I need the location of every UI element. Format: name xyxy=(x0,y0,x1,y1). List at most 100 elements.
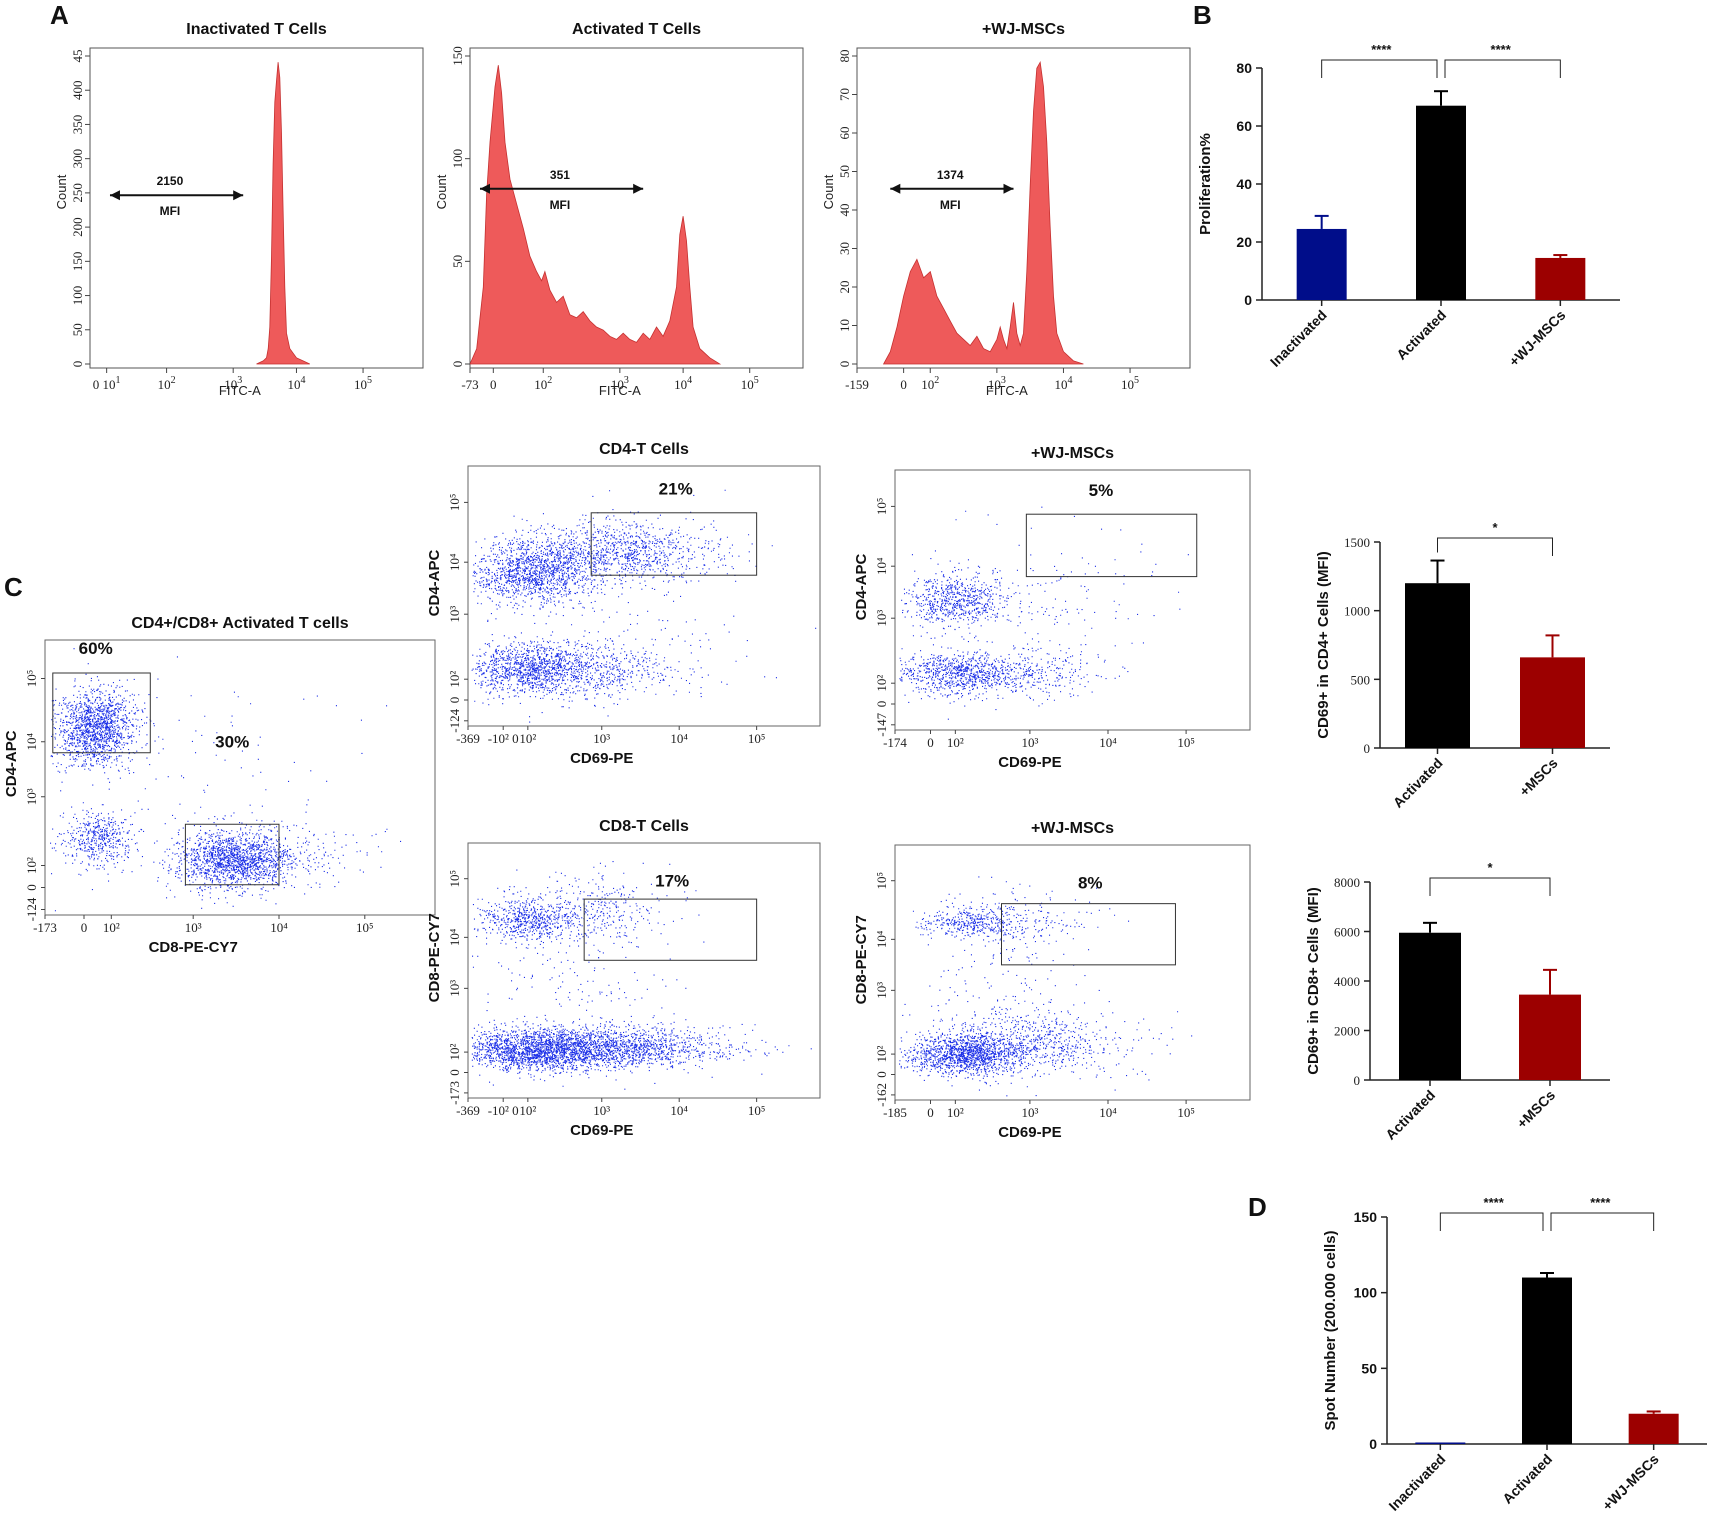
x-tick-label: 102 xyxy=(921,375,939,392)
y-tick-label: 60 xyxy=(837,127,852,140)
gate-percentage: 8% xyxy=(1078,873,1103,892)
y-tick-label: 0 xyxy=(874,701,889,708)
x-tick-label: -73 xyxy=(461,377,478,392)
gate-percentage: 17% xyxy=(655,871,689,890)
x-tick-label: 10³ xyxy=(185,920,202,935)
x-tick-label: 105 xyxy=(741,375,759,392)
y-tick-label: 250 xyxy=(70,183,85,203)
y-tick-label: 80 xyxy=(1236,60,1252,76)
event-dots xyxy=(899,876,1192,1096)
y-tick-label: 10⁴ xyxy=(447,928,462,946)
y-tick-label: 100 xyxy=(450,149,465,169)
histogram-fill xyxy=(884,62,1084,364)
y-tick-label: 6000 xyxy=(1334,925,1360,940)
x-tick-label: -173 xyxy=(33,920,57,935)
y-tick-label: 10³ xyxy=(447,606,462,623)
x-tick-label: 10² xyxy=(947,735,964,750)
x-tick-label: -174 xyxy=(883,735,907,750)
mfi-label: MFI xyxy=(940,198,961,212)
histogram-inactivated: Inactivated T Cells 0 50 100 150 200 250 300 350… xyxy=(54,21,423,398)
histogram-fill xyxy=(257,62,310,364)
y-tick-label: 0 xyxy=(447,697,462,704)
dotplot-title: CD8-T Cells xyxy=(599,818,689,835)
y-tick-label: 10⁵ xyxy=(447,494,462,512)
x-tick-label: -10² 0 xyxy=(488,731,519,746)
bar-chart-spot-number: 050100150Spot Number (200.000 cells)Inac… xyxy=(1322,1195,1707,1514)
x-tick-label: 10⁵ xyxy=(356,920,374,935)
x-tick-label: 10² xyxy=(103,920,120,935)
x-tick-label: 102 xyxy=(158,375,176,392)
x-tick-label: 104 xyxy=(1054,375,1072,392)
gate xyxy=(1026,514,1196,576)
x-tick-label: 10³ xyxy=(1021,735,1038,750)
y-tick-label: 10² xyxy=(447,1044,462,1061)
significance-bracket xyxy=(1322,60,1437,78)
x-tick-label: Inactivated xyxy=(1385,1451,1448,1514)
y-tick-label: 0 xyxy=(447,1069,462,1076)
mfi-value: 2150 xyxy=(157,174,184,188)
x-tick-label: 0 101 xyxy=(93,375,121,392)
mfi-label: MFI xyxy=(160,204,181,218)
significance-label: **** xyxy=(1590,1195,1611,1210)
significance-bracket xyxy=(1430,878,1550,896)
y-axis-label: Spot Number (200.000 cells) xyxy=(1322,1230,1339,1430)
y-axis-label: CD69+ in CD4+ Cells (MFI) xyxy=(1315,551,1332,739)
y-tick-label: 50 xyxy=(837,165,852,178)
bar-activated xyxy=(1416,106,1466,300)
significance-bracket xyxy=(1445,60,1560,78)
x-tick-label: +MSCs xyxy=(1514,1087,1559,1132)
y-tick-label: 500 xyxy=(1351,672,1371,687)
gate-percentage: 5% xyxy=(1089,481,1114,500)
dotplot-cd8-wj-mscs: +WJ-MSCs8%-162010²10³10⁴10⁵CD8-PE-CY7-18… xyxy=(853,820,1250,1141)
mfi-value: 351 xyxy=(550,168,570,182)
dotplot-cd4-t-cells: CD4-T Cells 21% -124 0 10² 10³ 10⁴ 10⁵ CD4-APC -3… xyxy=(426,441,820,767)
x-tick-label: 10² xyxy=(947,1105,964,1120)
plot-frame xyxy=(468,466,820,726)
plot-frame xyxy=(90,48,423,368)
y-tick-label: -124 xyxy=(24,897,39,921)
y-tick-label: 150 xyxy=(1354,1209,1378,1225)
bar-inactivated xyxy=(1415,1442,1465,1444)
y-axis-label: Count xyxy=(821,174,836,209)
gate-percentage: 21% xyxy=(659,480,693,499)
y-axis-label: CD8-PE-CY7 xyxy=(853,915,870,1004)
y-tick-label: 70 xyxy=(837,88,852,101)
event-dots xyxy=(472,861,812,1090)
y-tick-label: 0 xyxy=(24,884,39,891)
y-tick-label: 50 xyxy=(70,323,85,336)
event-dots xyxy=(899,507,1189,720)
y-tick-label: -147 xyxy=(874,712,889,736)
x-tick-label: -10² 0 xyxy=(488,1103,519,1118)
dotplot-title: +WJ-MSCs xyxy=(1031,820,1114,837)
bar-activated xyxy=(1405,583,1470,748)
plot-frame xyxy=(895,470,1250,730)
x-tick-label: -185 xyxy=(883,1105,907,1120)
y-axis-label: CD4-APC xyxy=(853,554,870,621)
x-tick-label: 10⁵ xyxy=(1177,1105,1195,1120)
event-dots xyxy=(50,648,401,911)
y-tick-label: 80 xyxy=(837,50,852,63)
y-tick-label: 2000 xyxy=(1334,1024,1360,1039)
y-tick-label: 1000 xyxy=(1344,604,1370,619)
x-tick-label: 0 xyxy=(927,735,934,750)
y-axis-label: CD8-PE-CY7 xyxy=(426,913,443,1002)
x-tick-label: 10⁴ xyxy=(1099,735,1117,750)
significance-label: * xyxy=(1492,520,1498,535)
y-tick-label: 10⁴ xyxy=(874,930,889,948)
y-tick-label: 10² xyxy=(874,675,889,692)
histogram-title: Inactivated T Cells xyxy=(186,21,327,38)
x-tick-label: 10² xyxy=(519,1103,536,1118)
y-tick-label: -173 xyxy=(447,1081,462,1105)
dotplot-title: CD4-T Cells xyxy=(599,441,689,458)
y-tick-label: 0 xyxy=(450,361,465,368)
y-tick-label: 150 xyxy=(70,252,85,272)
x-tick-label: +WJ-MSCs xyxy=(1599,1451,1662,1514)
gate xyxy=(591,513,756,575)
y-axis-label: Count xyxy=(434,174,449,209)
y-tick-label: 200 xyxy=(70,217,85,237)
x-axis-label: CD69-PE xyxy=(998,1124,1061,1141)
bar-chart-proliferation: 020406080Proliferation%Inactivated Activa… xyxy=(1197,42,1620,370)
panel-label-a: A xyxy=(50,0,69,30)
x-tick-label: 10⁵ xyxy=(1177,735,1195,750)
